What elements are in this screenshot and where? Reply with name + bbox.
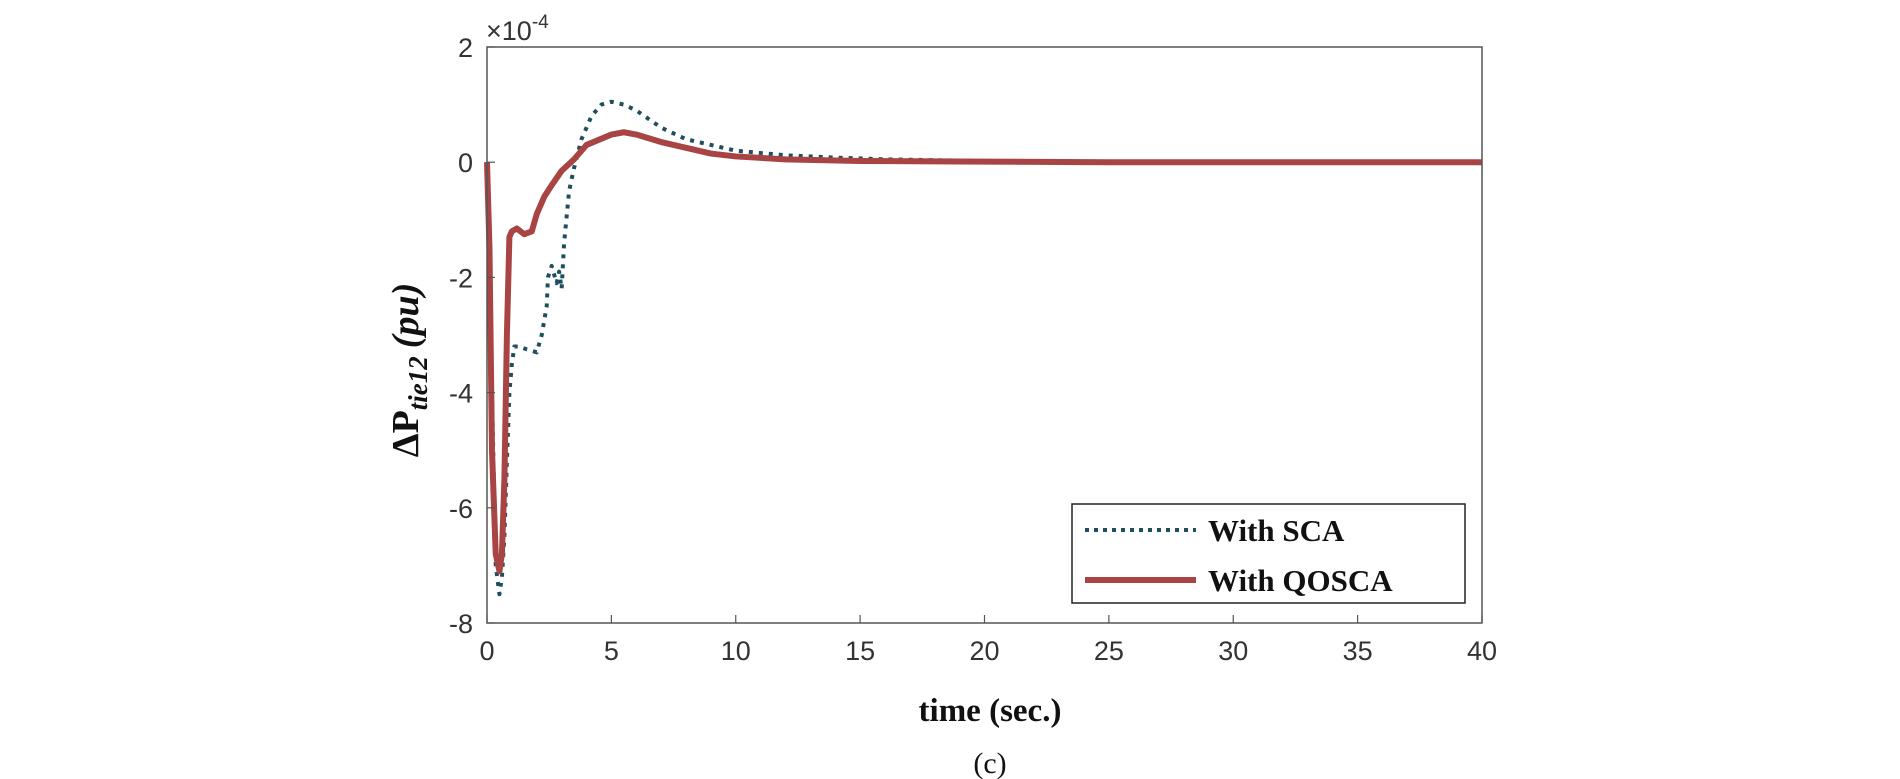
x-tick-label: 40 <box>1467 636 1497 666</box>
plot-lines <box>484 99 1482 597</box>
y-axis-title: ΔPtie12(pu) <box>385 283 433 458</box>
x-axis-title: time (sec.) <box>919 693 1062 729</box>
legend: With SCA With QOSCA <box>1071 503 1466 604</box>
x-tick-label: 35 <box>1343 636 1373 666</box>
x-tick-label: 15 <box>845 636 875 666</box>
x-tick-label: 5 <box>604 636 619 666</box>
x-tick-label: 20 <box>969 636 999 666</box>
y-tick-label: -8 <box>449 609 473 639</box>
series-line-qosca <box>484 129 1482 575</box>
y-axis-exponent: ×10-4 <box>486 12 549 46</box>
y-tick-label: 2 <box>458 33 473 63</box>
legend-box <box>1071 503 1466 604</box>
x-axis: 0 5 10 15 20 25 30 35 40 <box>479 615 1497 666</box>
panel-label: (c) <box>973 747 1006 779</box>
y-tick-label: -4 <box>449 379 473 409</box>
x-tick-label: 30 <box>1218 636 1248 666</box>
y-tick-label: -6 <box>449 494 473 524</box>
y-axis: -8 -6 -4 -2 0 2 <box>449 33 495 639</box>
legend-label-sca: With SCA <box>1208 513 1345 548</box>
x-tick-label: 25 <box>1094 636 1124 666</box>
y-tick-label: 0 <box>458 148 473 178</box>
x-tick-label: 10 <box>721 636 751 666</box>
x-tick-label: 0 <box>479 636 494 666</box>
y-tick-label: -2 <box>449 263 473 293</box>
legend-label-qosca: With QOSCA <box>1208 563 1393 598</box>
